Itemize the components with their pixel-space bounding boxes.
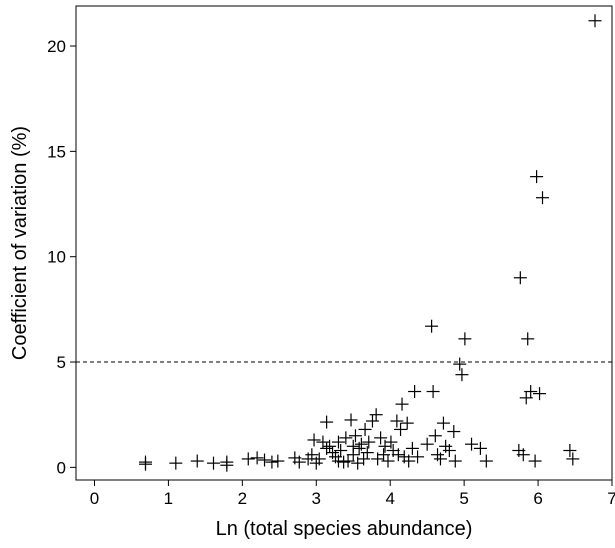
data-point (442, 444, 456, 458)
data-point (563, 444, 577, 458)
data-point (513, 271, 527, 285)
x-tick-label: 1 (164, 489, 173, 508)
x-tick-label: 2 (238, 489, 247, 508)
y-axis: 0 5 10 15 20 (47, 37, 76, 477)
data-point (447, 425, 461, 439)
data-point (381, 454, 395, 468)
data-point (344, 413, 358, 427)
data-point (408, 385, 422, 399)
plot-area (75, 5, 613, 481)
data-point (394, 422, 408, 436)
data-point (348, 429, 362, 443)
data-point (190, 454, 204, 468)
data-point (400, 416, 414, 430)
x-tick-label: 6 (533, 489, 542, 508)
data-point (390, 414, 404, 428)
data-point (448, 454, 462, 468)
data-point (588, 14, 602, 28)
data-point (395, 397, 409, 411)
data-point (369, 408, 383, 422)
data-point (433, 452, 447, 466)
y-tick-label: 0 (57, 458, 66, 477)
data-point (357, 452, 371, 466)
y-tick-label: 15 (47, 142, 66, 161)
data-point (530, 170, 544, 184)
data-point (516, 448, 530, 462)
data-point (521, 332, 535, 346)
data-point (331, 435, 345, 449)
data-point (207, 456, 221, 470)
data-point (241, 452, 255, 466)
data-point (536, 191, 550, 205)
data-point (220, 458, 234, 472)
data-point (374, 431, 388, 445)
data-points (138, 14, 602, 472)
data-point (458, 332, 472, 346)
data-point (307, 433, 321, 447)
data-point (566, 452, 580, 466)
x-axis-title: Ln (total species abundance) (216, 518, 473, 540)
data-point (346, 448, 360, 462)
data-point (320, 415, 334, 429)
plot-frame (75, 5, 613, 481)
data-point (455, 368, 469, 382)
data-point (138, 455, 152, 469)
data-point (524, 385, 538, 399)
data-point (358, 422, 372, 436)
data-point (384, 435, 398, 449)
data-point (428, 429, 442, 443)
data-point (453, 357, 467, 371)
data-point (271, 454, 285, 468)
data-point (473, 441, 487, 455)
data-point (316, 435, 330, 449)
data-point (426, 385, 440, 399)
data-point (365, 414, 379, 428)
data-point (360, 446, 374, 460)
x-tick-label: 3 (312, 489, 321, 508)
y-axis-title: Coefficient of variation (%) (9, 126, 31, 360)
data-point (420, 437, 434, 451)
y-tick-label: 20 (47, 37, 66, 56)
data-point (402, 454, 416, 468)
data-point (292, 455, 306, 469)
x-tick-label: 0 (90, 489, 99, 508)
x-tick-label: 4 (385, 489, 394, 508)
data-point (411, 450, 425, 464)
data-point (312, 452, 326, 466)
x-tick-label: 5 (459, 489, 468, 508)
data-point (339, 431, 353, 445)
data-point (425, 319, 439, 333)
data-point (169, 456, 183, 470)
data-point (258, 453, 272, 467)
data-point (533, 387, 547, 401)
x-tick-label: 7 (607, 489, 615, 508)
data-point (341, 454, 355, 468)
data-point (354, 437, 368, 451)
data-point (436, 416, 450, 430)
data-point (479, 454, 493, 468)
data-point (323, 439, 337, 453)
y-tick-label: 10 (47, 248, 66, 267)
data-point (362, 435, 376, 449)
data-point (528, 454, 542, 468)
data-point (305, 448, 319, 462)
data-point (465, 437, 479, 451)
data-point (250, 451, 264, 465)
y-tick-label: 5 (57, 353, 66, 372)
data-point (391, 448, 405, 462)
data-point (334, 444, 348, 458)
x-axis: 0 1 2 3 4 5 6 7 (90, 480, 615, 508)
data-point (405, 441, 419, 455)
data-point (265, 455, 279, 469)
